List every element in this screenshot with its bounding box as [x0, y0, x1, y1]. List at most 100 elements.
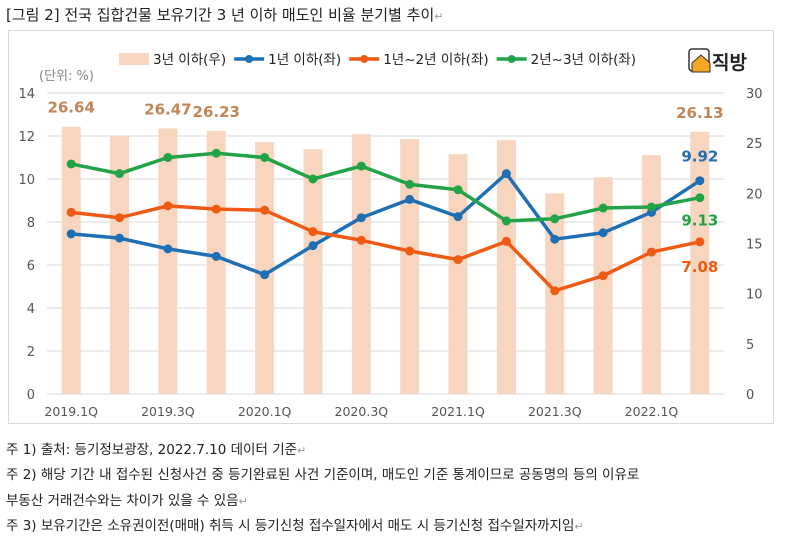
- note-1: 주 1) 출처: 등기정보광장, 2022.7.10 데이터 기준↵: [6, 442, 307, 458]
- line-1to2yr-point: [260, 205, 270, 215]
- x-tick-label: 2022.1Q: [625, 404, 679, 419]
- y-right-tick-label: 10: [746, 288, 763, 303]
- unit-label: (단위: %): [39, 69, 94, 84]
- line-1yr-point: [695, 176, 705, 186]
- line-1yr-point: [115, 233, 125, 243]
- line-2to3yr-point: [66, 159, 76, 169]
- line-1yr: [71, 171, 701, 277]
- figure-caption: [그림 2] 전국 집합건물 보유기간 3 년 이하 매도인 비율 분기별 추이…: [6, 6, 444, 24]
- chart-svg: 0 2 4 6 8 10 12 14 0 5 10 15 20 25 30 2019.1Q 2019.3Q 202…: [18, 48, 763, 419]
- legend-label: 3년 이하(우): [153, 52, 226, 68]
- line-1yr-point: [598, 228, 608, 238]
- legend-label: 1년~2년 이하(좌): [383, 52, 488, 68]
- line-1yr-point: [163, 244, 173, 254]
- note-2: 주 2) 해당 기간 내 접수된 신청사건 중 등기완료된 사건 기준이며, 매…: [6, 467, 640, 483]
- y-left-tick-label: 12: [18, 130, 35, 145]
- x-tick-label: 2019.3Q: [141, 404, 195, 419]
- chart-container: 0 2 4 6 8 10 12 14 0 5 10 15 20 25 30 2019.1Q 2019.3Q 202…: [8, 30, 774, 424]
- line-1yr-point: [405, 194, 415, 204]
- bar-3yr: [206, 130, 226, 394]
- line-2to3yr-point: [501, 216, 511, 226]
- y-right-tick-label: 5: [746, 338, 754, 353]
- line-1to2yr-point: [308, 227, 318, 237]
- y-right-tick-label: 30: [746, 87, 763, 102]
- line-1to2yr-point: [163, 201, 173, 211]
- x-tick-label: 2019.1Q: [44, 404, 98, 419]
- legend-label: 1년 이하(좌): [268, 52, 341, 68]
- line-1to2yr-point: [501, 236, 511, 246]
- line-1to2yr-point: [66, 207, 76, 217]
- legend-label: 2년~3년 이하(좌): [531, 52, 636, 68]
- y-left-tick-label: 6: [27, 259, 35, 274]
- line-1to2yr-point: [598, 271, 608, 281]
- line-2to3yr-point: [308, 174, 318, 184]
- bar-3yr: [158, 128, 178, 394]
- data-label-1to2yr: 7.08: [681, 258, 718, 276]
- line-1to2yr-point: [646, 247, 656, 257]
- line-1to2yr-point: [356, 235, 366, 245]
- y-left-tick-label: 4: [27, 302, 35, 317]
- y-left-tick-label: 10: [18, 173, 35, 188]
- line-1to2yr-point: [211, 204, 221, 214]
- y-right-tick-label: 0: [746, 388, 754, 403]
- line-1to2yr-point: [405, 246, 415, 256]
- line-1yr-point: [550, 234, 560, 244]
- bar-3yr: [303, 149, 323, 394]
- x-tick-label: 2020.3Q: [335, 404, 389, 419]
- line-2to3yr-point: [598, 203, 608, 213]
- line-2to3yr-point: [405, 179, 415, 189]
- y-right-tick-label: 25: [746, 137, 763, 152]
- line-1to2yr: [70, 204, 701, 293]
- y-left-tick-label: 2: [27, 345, 35, 360]
- note-2-cont: 부동산 거래건수와는 차이가 있을 수 있음↵: [6, 493, 248, 509]
- line-2to3yr-point: [211, 148, 221, 158]
- y-right-tick-label: 20: [746, 187, 763, 202]
- legend-swatch-marker: [245, 55, 254, 63]
- bar-data-label: 26.23: [193, 103, 240, 121]
- logo-text: 직방: [712, 52, 747, 74]
- line-1yr-point: [453, 212, 463, 222]
- line-2to3yr-point: [695, 193, 705, 203]
- note-3: 주 3) 보유기간은 소유권이전(매매) 취득 시 등기신청 접수일자에서 매도…: [6, 518, 584, 534]
- data-label-1yr: 9.92: [681, 148, 718, 166]
- bar-data-label: 26.64: [47, 99, 94, 117]
- x-tick-label: 2021.3Q: [528, 404, 582, 419]
- bar-3yr: [641, 155, 661, 394]
- logo-house-icon: [691, 54, 711, 73]
- bar-3yr: [351, 134, 371, 394]
- line-2to3yr-point: [646, 202, 656, 212]
- line-1yr-point: [308, 241, 318, 251]
- data-label-2to3yr: 9.13: [681, 212, 718, 230]
- x-tick-label: 2020.1Q: [238, 404, 292, 419]
- legend-swatch-marker: [507, 55, 516, 63]
- line-2to3yr-point: [260, 153, 270, 162]
- line-1yr-point: [501, 169, 511, 179]
- y-left-tick-label: 14: [18, 87, 35, 102]
- line-1to2yr-point: [550, 286, 560, 296]
- line-1to2yr-point: [453, 255, 463, 265]
- line-2to3yr-point: [550, 214, 560, 224]
- bar-3yr: [110, 136, 130, 394]
- line-1yr-point: [356, 213, 366, 223]
- y-left-tick-label: 0: [27, 388, 35, 403]
- line-1to2yr-point: [695, 237, 705, 247]
- line-1to2yr-point: [115, 213, 125, 223]
- bar-data-label: 26.13: [676, 104, 723, 122]
- y-left-tick-label: 8: [27, 216, 35, 231]
- line-2to3yr-point: [356, 161, 366, 171]
- legend-swatch-marker: [360, 55, 369, 63]
- line-1yr-point: [260, 270, 270, 280]
- line-1yr-point: [66, 229, 76, 239]
- line-2to3yr: [70, 151, 701, 223]
- line-2to3yr-point: [115, 169, 125, 179]
- bar-3yr: [255, 142, 275, 394]
- bar-3yr: [496, 140, 516, 394]
- bar-3yr: [61, 126, 81, 394]
- legend-swatch-bar: [119, 53, 149, 65]
- line-1yr-point: [211, 251, 221, 261]
- bar-3yr: [400, 139, 420, 394]
- x-tick-label: 2021.1Q: [431, 404, 485, 419]
- line-2to3yr-point: [453, 185, 463, 195]
- line-2to3yr-point: [163, 153, 173, 162]
- y-right-tick-label: 15: [746, 238, 763, 253]
